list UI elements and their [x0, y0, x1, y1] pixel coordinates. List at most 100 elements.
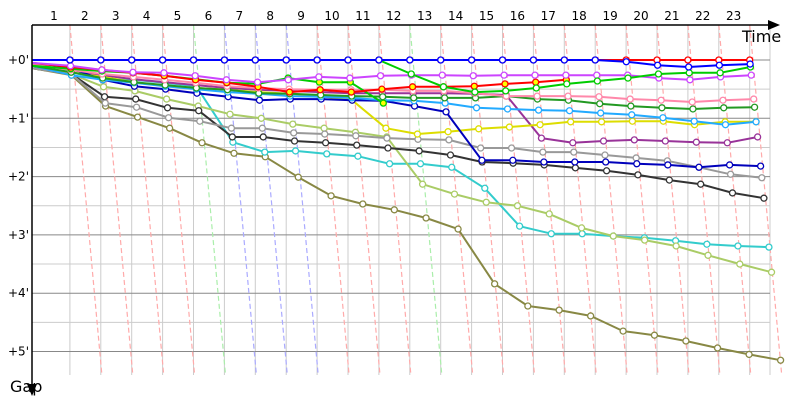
data-point — [688, 98, 696, 106]
data-point — [230, 149, 238, 157]
data-point — [745, 350, 753, 359]
data-point — [628, 117, 637, 125]
data-point — [634, 171, 642, 179]
data-point — [529, 56, 538, 64]
data-point — [532, 84, 540, 92]
series-gray — [31, 67, 766, 182]
data-point — [747, 71, 755, 79]
lap-line-14 — [471, 24, 505, 376]
y-tick-label: +1' — [8, 111, 29, 125]
data-point — [382, 124, 390, 132]
x-tick-label: 18 — [572, 9, 587, 23]
series-line-pink — [31, 63, 754, 103]
data-point — [537, 134, 546, 142]
data-point — [253, 78, 262, 86]
series-line-olive — [31, 67, 781, 362]
data-point — [316, 86, 324, 94]
data-point — [597, 109, 605, 117]
data-point — [596, 100, 604, 108]
data-point — [128, 56, 136, 64]
y-tick-label: +4' — [8, 286, 29, 300]
lap-line-13 — [440, 24, 474, 376]
data-point — [632, 154, 640, 162]
data-point — [228, 133, 236, 141]
data-point — [736, 260, 744, 268]
series-line-magenta — [31, 61, 752, 84]
data-point — [657, 96, 665, 104]
data-point — [602, 158, 610, 166]
data-point — [258, 124, 266, 132]
data-point — [406, 56, 414, 64]
lap-line-11 — [378, 24, 412, 376]
series-pink — [31, 63, 758, 106]
data-point — [160, 69, 168, 77]
data-point — [490, 280, 499, 288]
data-point — [571, 164, 580, 172]
data-point — [715, 61, 723, 69]
series-group — [31, 56, 785, 364]
data-point — [407, 70, 415, 78]
data-point — [593, 77, 602, 85]
y-tick-label: +5' — [8, 345, 29, 359]
data-point — [726, 170, 735, 178]
data-point — [767, 268, 776, 276]
data-point — [251, 56, 259, 64]
series-blue — [32, 56, 754, 71]
data-point — [97, 56, 105, 64]
data-point — [385, 160, 394, 168]
data-point — [776, 356, 785, 364]
x-tick-label: 6 — [205, 9, 213, 23]
data-point — [471, 88, 479, 96]
data-point — [450, 190, 459, 198]
data-point — [415, 147, 423, 155]
data-point — [416, 160, 425, 168]
data-point — [195, 107, 203, 115]
data-point — [321, 139, 330, 147]
data-point — [375, 56, 383, 64]
data-point — [100, 93, 109, 101]
series-light-green — [31, 67, 776, 276]
data-point — [503, 105, 512, 113]
data-point — [446, 151, 455, 159]
data-point — [354, 152, 362, 160]
data-point — [165, 124, 174, 132]
data-point — [226, 110, 234, 118]
data-point — [422, 214, 430, 222]
data-point — [477, 144, 485, 152]
data-point — [750, 103, 759, 111]
x-tick-label: 12 — [386, 9, 401, 23]
data-point — [721, 121, 730, 129]
data-point — [505, 123, 514, 131]
data-point — [555, 306, 563, 314]
data-point — [593, 71, 601, 79]
data-point — [672, 242, 680, 250]
data-point — [540, 158, 548, 166]
data-point — [439, 83, 448, 91]
data-point — [682, 337, 690, 345]
data-point — [383, 134, 391, 142]
lap-line-1 — [69, 24, 103, 376]
data-point — [565, 107, 574, 115]
y-tick-label: +3' — [8, 228, 29, 242]
data-point — [619, 327, 627, 335]
data-point — [567, 118, 575, 126]
data-point — [703, 240, 711, 248]
data-point — [66, 56, 74, 64]
y-axis-arrow-icon — [27, 384, 37, 396]
data-point — [524, 302, 532, 310]
data-point — [509, 156, 517, 164]
data-point — [569, 139, 577, 147]
x-tick-label: 8 — [266, 9, 274, 23]
lap-line-21 — [687, 24, 721, 376]
data-point — [347, 88, 355, 96]
data-point — [413, 130, 422, 138]
data-point — [704, 251, 712, 259]
series-line-navy — [31, 63, 761, 169]
data-point — [379, 93, 387, 101]
data-point — [470, 82, 478, 90]
data-point — [323, 150, 331, 158]
data-point — [633, 160, 641, 168]
data-point — [650, 331, 659, 339]
x-tick-label: 14 — [448, 9, 463, 23]
data-point — [162, 95, 171, 103]
